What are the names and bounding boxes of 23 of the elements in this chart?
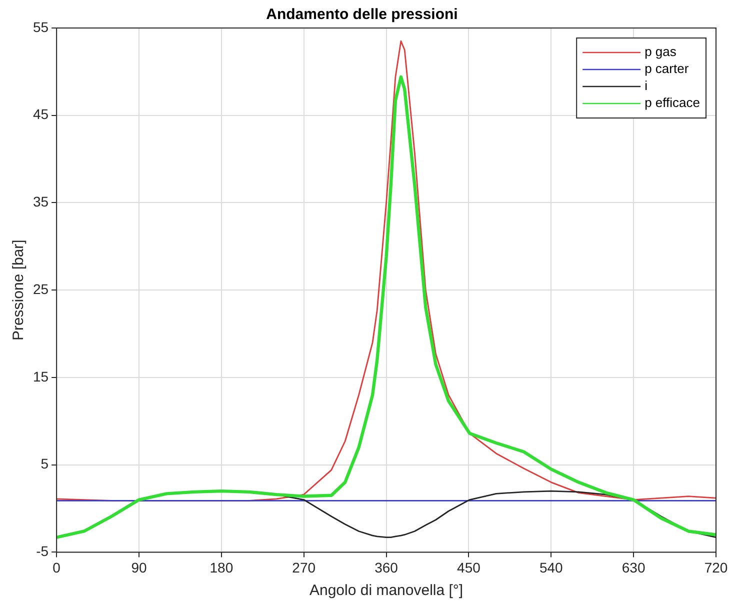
legend-label: p efficace [644, 95, 700, 110]
chart-title: Andamento delle pressioni [266, 6, 458, 24]
x-tick-label: 720 [704, 559, 728, 576]
x-tick-label: 360 [374, 559, 398, 576]
x-tick-label: 270 [292, 559, 316, 576]
x-tick-label: 540 [539, 559, 564, 576]
legend-label: i [644, 78, 648, 94]
x-tick-label: 450 [457, 559, 481, 576]
y-tick-label: 15 [32, 368, 49, 384]
legend-label: p carter [644, 61, 690, 76]
y-axis-title: Pressione [bar] [10, 240, 28, 341]
x-axis-title: Angolo di manovella [°] [309, 582, 464, 600]
y-tick-label: 45 [32, 106, 49, 122]
legend-label: p gas [644, 44, 677, 60]
x-tick-label: 180 [210, 559, 234, 576]
y-tick-label: 25 [32, 280, 49, 297]
y-tick-label: 5 [40, 456, 49, 472]
y-tick-label: -5 [36, 543, 49, 560]
x-tick-label: 90 [131, 559, 147, 576]
y-tick-label: 55 [32, 18, 49, 35]
x-tick-label: 630 [622, 559, 646, 576]
y-tick-label: 35 [32, 194, 49, 210]
x-tick-label: 0 [52, 559, 61, 576]
